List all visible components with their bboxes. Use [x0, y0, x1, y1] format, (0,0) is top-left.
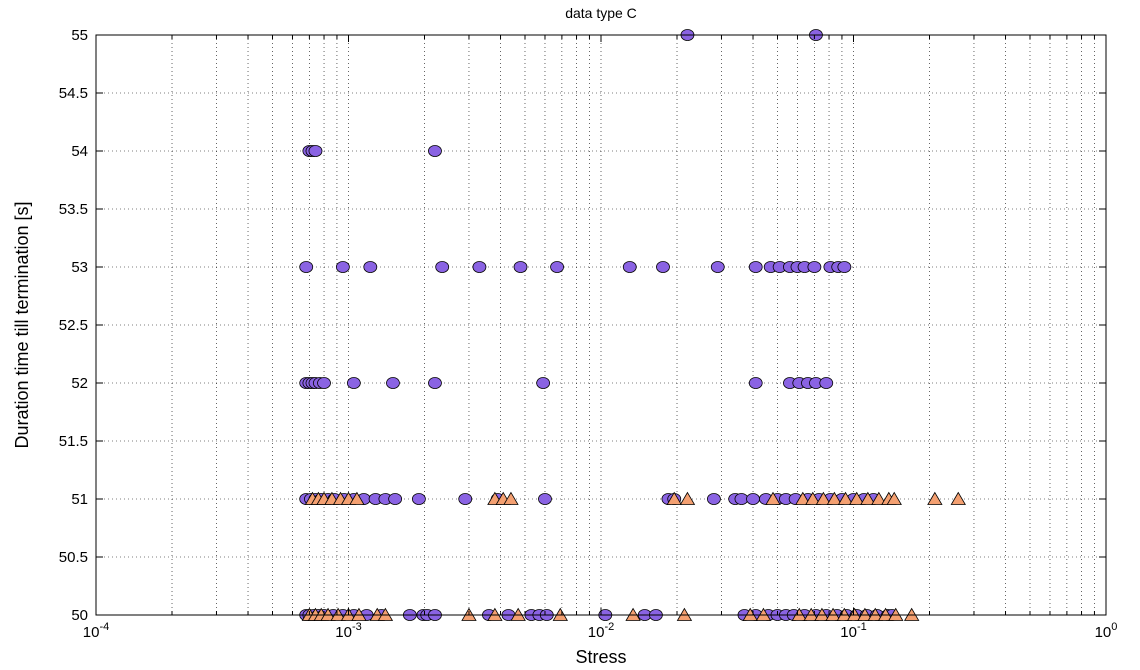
x-tick-label: 10-4 [83, 621, 109, 641]
triangle-marker [950, 491, 966, 505]
axis-ticks: 50 50.5 51 51.5 52 52.5 53 53.5 54 54.5 55 10-4 10-3… [59, 27, 1118, 641]
x-tick-label: 100 [1095, 621, 1118, 641]
circle-marker [317, 377, 331, 389]
triangle-marker [860, 491, 876, 505]
triangle-marker [849, 491, 865, 505]
circle-marker [428, 145, 442, 157]
triangle-marker [871, 491, 887, 505]
circle-marker [656, 261, 670, 273]
y-axis-title: Duration time till termination [s] [12, 201, 32, 448]
x-tick-label: 10-1 [840, 621, 866, 641]
circle-marker [386, 377, 400, 389]
y-tick-label: 50 [71, 607, 88, 624]
y-tick-label: 53 [71, 259, 88, 276]
y-tick-label: 53.5 [59, 201, 88, 218]
triangle-marker [503, 491, 519, 505]
y-tick-label: 54 [71, 143, 88, 160]
circle-marker [435, 261, 450, 273]
circle-marker [513, 261, 528, 273]
y-tick-label: 54.5 [59, 85, 88, 102]
circle-marker [458, 493, 473, 505]
circle-marker [837, 261, 852, 273]
x-tick-label: 10-2 [588, 621, 614, 641]
triangle-marker [765, 491, 781, 505]
triangle-marker [679, 491, 696, 505]
triangle-marker [927, 491, 943, 505]
triangle-marker [826, 491, 843, 505]
circle-marker [807, 261, 822, 273]
circle-marker [710, 261, 725, 273]
circle-marker [550, 261, 564, 273]
circle-marker [746, 493, 760, 505]
triangle-marker [805, 491, 821, 505]
circle-marker [428, 377, 442, 389]
triangle-marker [886, 491, 902, 505]
triangle-marker [795, 491, 811, 505]
y-tick-label: 51.5 [59, 433, 88, 450]
circle-marker [308, 145, 323, 157]
circle-marker [538, 493, 552, 505]
circle-marker [411, 493, 426, 505]
chart-title: data type C [565, 5, 637, 21]
circle-marker [363, 261, 378, 273]
triangle-marker [837, 491, 854, 505]
x-tick-label: 10-3 [335, 621, 361, 641]
circle-marker [734, 493, 749, 505]
triangle-marker [349, 491, 365, 505]
circle-marker [388, 493, 403, 505]
circle-marker [707, 493, 721, 505]
circle-marker [299, 261, 314, 273]
circle-marker [748, 377, 763, 389]
y-tick-label: 51 [71, 491, 88, 508]
triangle-marker [815, 491, 832, 505]
circle-marker [748, 261, 763, 273]
circle-marker [346, 377, 361, 389]
y-tick-label: 52.5 [59, 317, 88, 334]
grid-lines [96, 35, 1106, 615]
circle-marker [622, 261, 637, 273]
triangle-marker [666, 491, 682, 505]
circle-marker [819, 377, 834, 389]
y-tick-label: 52 [71, 375, 88, 392]
circle-marker [472, 261, 487, 273]
circle-marker [536, 377, 551, 389]
y-tick-label: 50.5 [59, 549, 88, 566]
circle-marker [335, 261, 350, 273]
x-axis-title: Stress [575, 647, 626, 667]
y-tick-label: 55 [71, 27, 88, 44]
